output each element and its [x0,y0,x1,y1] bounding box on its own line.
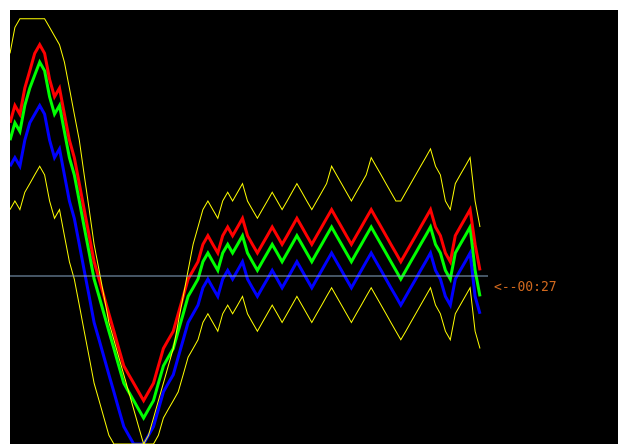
series-line-2 [10,102,482,444]
price-chart: <--00:27 [10,10,618,444]
countdown-label: <--00:27 [494,280,557,295]
series-line-0 [10,58,482,422]
series-line-4 [10,165,481,444]
series-line-3 [10,18,481,444]
series-line-1 [10,41,482,404]
chart-background [10,10,618,444]
series-layer [10,18,482,444]
